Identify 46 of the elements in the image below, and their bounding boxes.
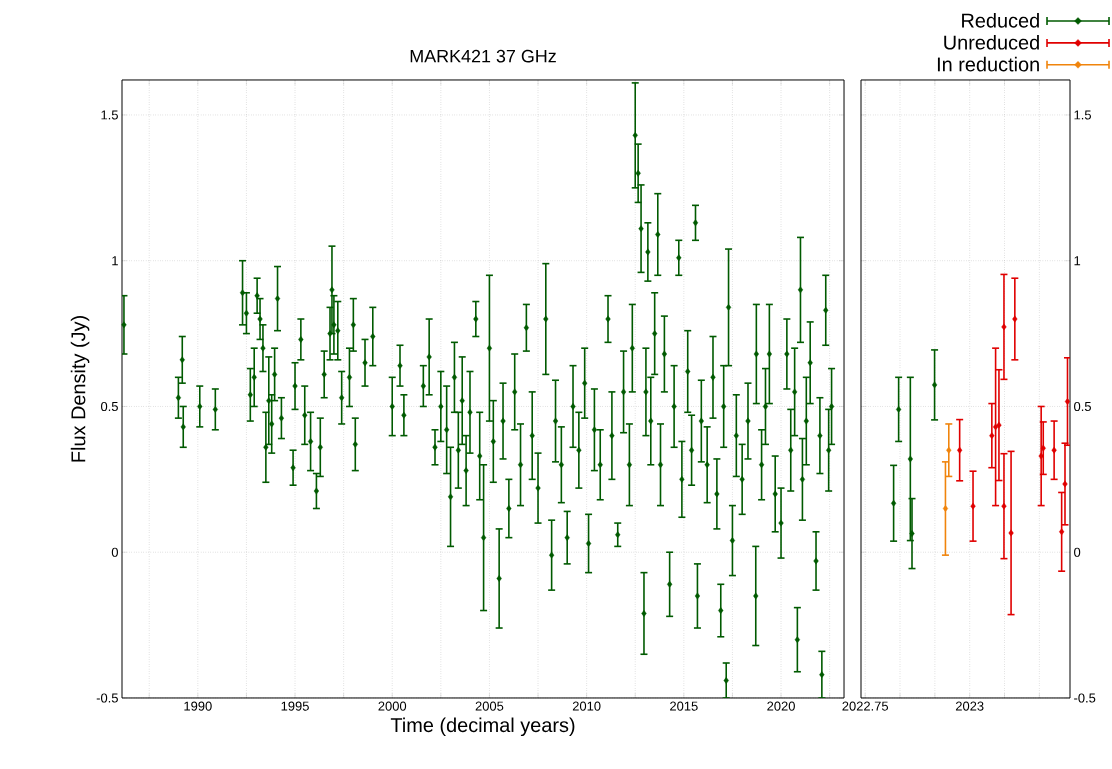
point [1059,528,1065,536]
point [891,499,897,507]
x-tick-label: 2015 [670,701,698,711]
x-tick-label: 1995 [281,701,309,711]
x-tick-label: 2005 [475,701,504,711]
x-tick-label: 2000 [378,701,407,711]
point [1038,452,1044,460]
legend-label: In reduction [937,56,1039,72]
point [896,405,902,413]
x-tick-label: 2023 [955,701,984,711]
x-tick-label: 2020 [767,701,795,711]
point [931,381,938,389]
point [1012,315,1018,323]
point [1062,480,1068,488]
y-tick-label: 0.5 [100,401,118,412]
point [1008,529,1014,537]
x-tick-label: 1990 [184,701,212,711]
point [1064,398,1071,405]
point [970,502,976,510]
legend-label: Reduced [962,13,1039,28]
y-tick-label: 1 [1074,256,1081,266]
y-tick-label: 1.5 [101,110,118,120]
y-tick-label: 1.5 [1074,110,1091,120]
y-tick-label: 1 [112,256,118,266]
point [996,421,1002,429]
point [907,455,913,463]
point [946,446,952,454]
point [1040,444,1046,452]
y-tick-label: 0 [111,547,118,557]
point [1001,502,1007,510]
point [1001,323,1007,331]
point [989,432,995,440]
point [909,530,915,537]
chart-title: MARK421 37 GHz [410,49,556,63]
y-axis-title: Flux Density (Jy) [70,316,90,462]
legend-label: Unreduced [944,34,1039,50]
point [1051,446,1057,454]
y-tick-label: -0.5 [96,693,118,703]
y-tick-label: -0.5 [1074,693,1096,703]
y-tick-label: 0.5 [1074,401,1091,412]
x-tick-label: 2022.75 [842,701,889,711]
x-axis-title: Time (decimal years) [390,717,575,737]
point [942,505,949,512]
y-tick-label: 0 [1074,547,1081,557]
point [957,446,963,454]
x-tick-label: 2010 [572,701,601,711]
